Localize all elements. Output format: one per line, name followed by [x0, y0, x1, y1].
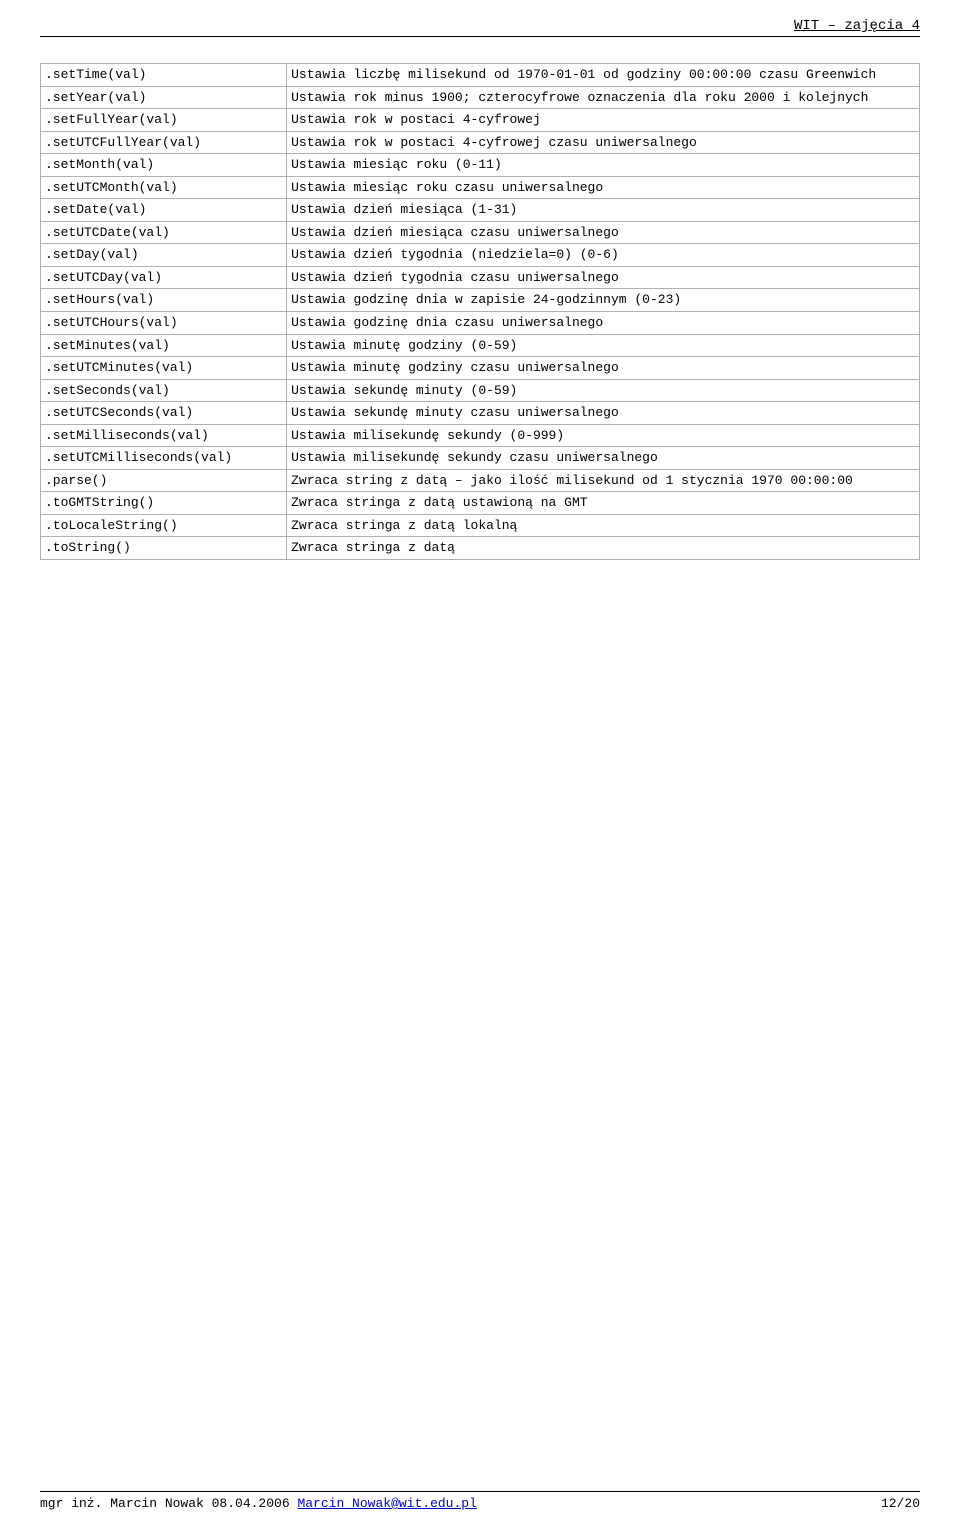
method-cell: .setTime(val) [41, 64, 287, 87]
description-cell: Zwraca stringa z datą [287, 537, 920, 560]
table-row: .setUTCMonth(val)Ustawia miesiąc roku cz… [41, 176, 920, 199]
method-cell: .setDate(val) [41, 199, 287, 222]
description-cell: Ustawia minutę godziny (0-59) [287, 334, 920, 357]
description-cell: Ustawia dzień miesiąca czasu uniwersalne… [287, 221, 920, 244]
table-row: .setMonth(val)Ustawia miesiąc roku (0-11… [41, 154, 920, 177]
description-cell: Zwraca stringa z datą lokalną [287, 514, 920, 537]
table-row: .setSeconds(val)Ustawia sekundę minuty (… [41, 379, 920, 402]
table-row: .setUTCSeconds(val)Ustawia sekundę minut… [41, 402, 920, 425]
method-cell: .toString() [41, 537, 287, 560]
description-cell: Ustawia godzinę dnia czasu uniwersalnego [287, 312, 920, 335]
page: WIT – zajęcia 4 .setTime(val)Ustawia lic… [0, 0, 960, 1525]
table-row: .setUTCMinutes(val)Ustawia minutę godzin… [41, 357, 920, 380]
table-row: .setUTCDate(val)Ustawia dzień miesiąca c… [41, 221, 920, 244]
table-row: .parse()Zwraca string z datą – jako iloś… [41, 469, 920, 492]
header-title: WIT – zajęcia 4 [794, 18, 920, 34]
description-cell: Zwraca stringa z datą ustawioną na GMT [287, 492, 920, 515]
method-cell: .setSeconds(val) [41, 379, 287, 402]
description-cell: Ustawia rok w postaci 4-cyfrowej [287, 109, 920, 132]
description-cell: Ustawia rok w postaci 4-cyfrowej czasu u… [287, 131, 920, 154]
description-cell: Ustawia sekundę minuty (0-59) [287, 379, 920, 402]
table-row: .setDate(val)Ustawia dzień miesiąca (1-3… [41, 199, 920, 222]
footer-page-number: 12/20 [881, 1496, 920, 1511]
method-cell: .setMilliseconds(val) [41, 424, 287, 447]
method-cell: .toLocaleString() [41, 514, 287, 537]
method-cell: .setMonth(val) [41, 154, 287, 177]
method-cell: .setUTCMinutes(val) [41, 357, 287, 380]
page-footer: mgr inż. Marcin Nowak 08.04.2006 Marcin_… [40, 1491, 920, 1511]
table-row: .setDay(val)Ustawia dzień tygodnia (nied… [41, 244, 920, 267]
table-row: .setMilliseconds(val)Ustawia milisekundę… [41, 424, 920, 447]
description-cell: Ustawia miesiąc roku czasu uniwersalnego [287, 176, 920, 199]
method-cell: .setYear(val) [41, 86, 287, 109]
description-cell: Ustawia milisekundę sekundy (0-999) [287, 424, 920, 447]
description-cell: Ustawia minutę godziny czasu uniwersalne… [287, 357, 920, 380]
footer-left: mgr inż. Marcin Nowak 08.04.2006 Marcin_… [40, 1496, 477, 1511]
method-cell: .setUTCDate(val) [41, 221, 287, 244]
page-header: WIT – zajęcia 4 [40, 18, 920, 37]
table-row: .setUTCMilliseconds(val)Ustawia miliseku… [41, 447, 920, 470]
footer-email-link[interactable]: Marcin_Nowak@wit.edu.pl [297, 1496, 476, 1511]
description-cell: Ustawia dzień tygodnia czasu uniwersalne… [287, 266, 920, 289]
method-cell: .setDay(val) [41, 244, 287, 267]
method-cell: .setUTCMonth(val) [41, 176, 287, 199]
method-cell: .setHours(val) [41, 289, 287, 312]
table-row: .toGMTString()Zwraca stringa z datą usta… [41, 492, 920, 515]
methods-table-body: .setTime(val)Ustawia liczbę milisekund o… [41, 64, 920, 560]
method-cell: .setUTCFullYear(val) [41, 131, 287, 154]
description-cell: Ustawia godzinę dnia w zapisie 24-godzin… [287, 289, 920, 312]
description-cell: Ustawia sekundę minuty czasu uniwersalne… [287, 402, 920, 425]
footer-author: mgr inż. Marcin Nowak 08.04.2006 [40, 1496, 297, 1511]
description-cell: Ustawia milisekundę sekundy czasu uniwer… [287, 447, 920, 470]
method-cell: .setUTCHours(val) [41, 312, 287, 335]
method-cell: .toGMTString() [41, 492, 287, 515]
method-cell: .setUTCDay(val) [41, 266, 287, 289]
description-cell: Ustawia miesiąc roku (0-11) [287, 154, 920, 177]
method-cell: .setMinutes(val) [41, 334, 287, 357]
table-row: .toString()Zwraca stringa z datą [41, 537, 920, 560]
description-cell: Ustawia liczbę milisekund od 1970-01-01 … [287, 64, 920, 87]
method-cell: .parse() [41, 469, 287, 492]
method-cell: .setFullYear(val) [41, 109, 287, 132]
table-row: .setHours(val)Ustawia godzinę dnia w zap… [41, 289, 920, 312]
table-row: .setUTCDay(val)Ustawia dzień tygodnia cz… [41, 266, 920, 289]
table-row: .toLocaleString()Zwraca stringa z datą l… [41, 514, 920, 537]
table-row: .setUTCFullYear(val)Ustawia rok w postac… [41, 131, 920, 154]
table-row: .setUTCHours(val)Ustawia godzinę dnia cz… [41, 312, 920, 335]
methods-table: .setTime(val)Ustawia liczbę milisekund o… [40, 63, 920, 560]
method-cell: .setUTCMilliseconds(val) [41, 447, 287, 470]
table-row: .setMinutes(val)Ustawia minutę godziny (… [41, 334, 920, 357]
method-cell: .setUTCSeconds(val) [41, 402, 287, 425]
table-row: .setTime(val)Ustawia liczbę milisekund o… [41, 64, 920, 87]
table-row: .setYear(val)Ustawia rok minus 1900; czt… [41, 86, 920, 109]
description-cell: Zwraca string z datą – jako ilość milise… [287, 469, 920, 492]
description-cell: Ustawia dzień tygodnia (niedziela=0) (0-… [287, 244, 920, 267]
description-cell: Ustawia dzień miesiąca (1-31) [287, 199, 920, 222]
description-cell: Ustawia rok minus 1900; czterocyfrowe oz… [287, 86, 920, 109]
table-row: .setFullYear(val)Ustawia rok w postaci 4… [41, 109, 920, 132]
